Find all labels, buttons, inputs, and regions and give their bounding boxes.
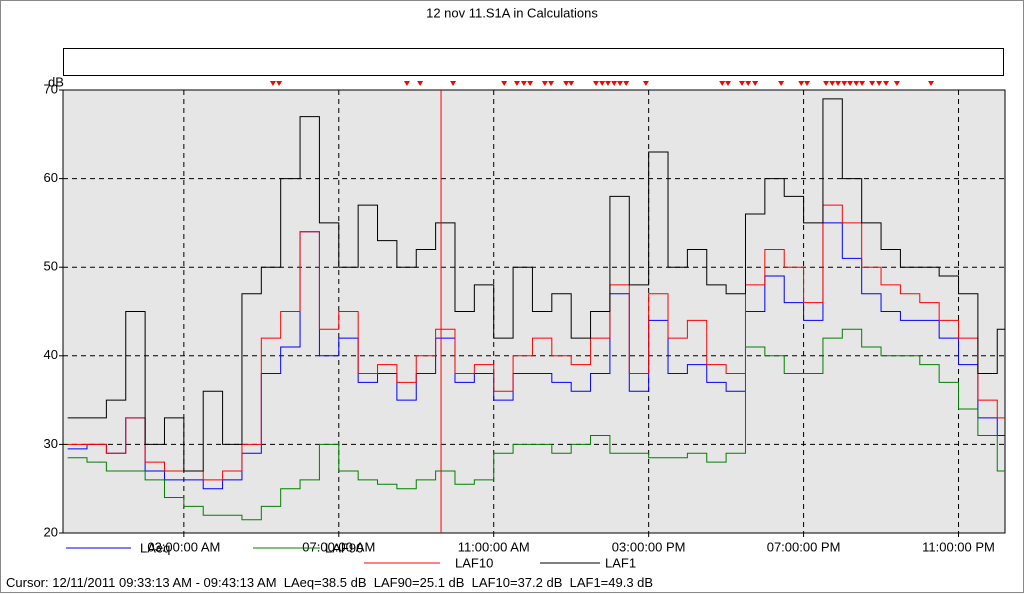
event-marker <box>869 81 876 86</box>
event-marker <box>829 81 836 86</box>
event-marker <box>501 81 508 86</box>
event-marker <box>823 81 830 86</box>
event-marker <box>592 81 599 86</box>
legend-label: LAF1 <box>605 555 636 570</box>
event-marker <box>928 81 935 86</box>
y-tick-label: 70 <box>44 81 58 96</box>
event-marker <box>642 81 649 86</box>
event-marker <box>276 81 283 86</box>
event-marker <box>417 81 424 86</box>
event-marker <box>835 81 842 86</box>
event-marker <box>541 81 548 86</box>
x-tick-label: 07:00:00 AM <box>302 539 375 554</box>
y-tick-label: 30 <box>44 436 58 451</box>
x-tick-label: 07:00:00 PM <box>767 539 841 554</box>
event-marker <box>604 81 611 86</box>
event-marker <box>403 81 410 86</box>
event-marker <box>269 81 276 86</box>
event-marker <box>841 81 848 86</box>
chart-title: 12 nov 11.S1A in Calculations <box>426 5 598 20</box>
x-tick-label: 03:00:00 AM <box>147 539 220 554</box>
event-marker <box>725 81 732 86</box>
event-marker <box>859 81 866 86</box>
legend-label: LAF10 <box>455 555 493 570</box>
event-marker <box>804 81 811 86</box>
legend-label: LAeq <box>140 540 170 555</box>
event-marker <box>778 81 785 86</box>
series-line <box>67 204 1005 481</box>
event-marker <box>719 81 726 86</box>
event-marker <box>616 81 623 86</box>
event-marker <box>893 81 900 86</box>
event-marker <box>563 81 570 86</box>
x-tick-label: 11:00:00 PM <box>922 539 995 554</box>
plot-area <box>62 89 1006 534</box>
y-tick-label: 50 <box>44 259 58 274</box>
legend-label: LAF90 <box>325 540 363 555</box>
y-tick-label: 20 <box>44 524 58 539</box>
series-line <box>67 98 1005 472</box>
event-marker <box>745 81 752 86</box>
x-tick-label: 11:00:00 AM <box>458 539 530 554</box>
status-bar: Cursor: 12/11/2011 09:33:13 AM - 09:43:1… <box>6 575 654 590</box>
event-marker <box>752 81 759 86</box>
event-marker <box>568 81 575 86</box>
event-marker <box>798 81 805 86</box>
event-box <box>63 48 1004 76</box>
event-marker <box>450 81 457 86</box>
event-marker <box>876 81 883 86</box>
event-marker <box>738 81 745 86</box>
y-tick-label: 60 <box>44 170 58 185</box>
event-marker <box>853 81 860 86</box>
event-marker <box>623 81 630 86</box>
event-marker <box>847 81 854 86</box>
event-marker <box>548 81 555 86</box>
series-line <box>67 222 1005 490</box>
y-tick-label: 40 <box>44 347 58 362</box>
y-axis-label: dB <box>48 74 64 89</box>
x-tick-label: 03:00:00 PM <box>612 539 686 554</box>
event-marker <box>599 81 606 86</box>
event-marker <box>520 81 527 86</box>
event-marker <box>611 81 618 86</box>
event-marker <box>883 81 890 86</box>
event-marker <box>527 81 534 86</box>
event-marker <box>513 81 520 86</box>
series-line <box>67 328 1005 521</box>
